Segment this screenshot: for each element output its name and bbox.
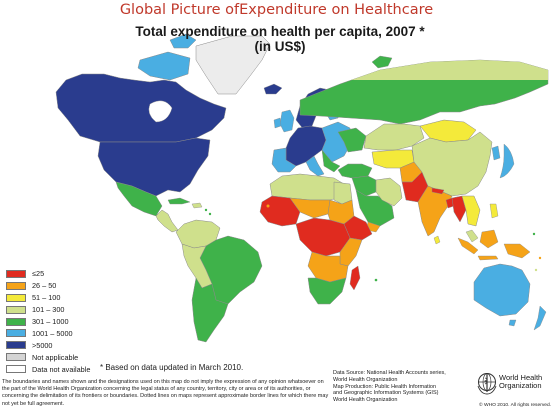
caribbean-island-dot — [204, 208, 208, 212]
data-source: Data Source: National Health Accounts se… — [333, 370, 473, 404]
middle-east-region — [351, 175, 377, 197]
legend-label: Not applicable — [32, 352, 79, 362]
central-america-region — [155, 209, 179, 233]
indochina-region — [461, 195, 481, 227]
cuba-island — [167, 197, 191, 205]
legend-swatch — [6, 317, 26, 326]
united-states-region — [97, 137, 211, 197]
new-guinea-island — [503, 243, 531, 259]
italy-region — [305, 155, 325, 177]
legend-item: Not applicable — [6, 351, 104, 363]
legend-swatch — [6, 293, 26, 302]
australia-region — [473, 263, 531, 317]
legend-swatch — [6, 353, 26, 362]
who-name-line1: World Health — [499, 373, 543, 382]
legend-swatch — [6, 305, 26, 314]
legend-label: 301 – 1000 — [32, 317, 69, 326]
arabia-region — [355, 189, 395, 227]
pacific-island-dot — [538, 256, 542, 260]
legend-item: 51 – 100 — [6, 292, 104, 304]
legend-label: >5000 — [32, 340, 53, 350]
legend-label: 1001 – 5000 — [32, 328, 73, 338]
sri-lanka-island — [433, 235, 441, 245]
turkey-region — [337, 163, 373, 179]
data-source-line: World Health Organization — [333, 397, 398, 404]
arctic-island-small — [169, 33, 197, 49]
legend-swatch — [6, 281, 26, 290]
myanmar-region — [451, 195, 467, 223]
who-emblem-icon — [477, 373, 497, 395]
map-title-line2: (in US$) — [254, 39, 306, 54]
legend-label: 26 – 50 — [32, 281, 57, 291]
southern-africa-upper-region — [307, 251, 349, 283]
greenland-region — [195, 35, 271, 95]
who-logo: World Health Organization — [476, 372, 552, 412]
copyright-notice: © WHO 2010. All rights reserved. — [479, 403, 552, 408]
legend-item: 1001 – 5000 — [6, 327, 104, 339]
balkans-region — [321, 149, 341, 173]
data-source-line: and Geographic Information Systems (GIS) — [333, 390, 439, 397]
legend-item: 26 – 50 — [6, 280, 104, 292]
legend-swatch — [6, 329, 26, 338]
iceland-island — [263, 83, 283, 95]
atlantic-island-dot — [266, 204, 270, 208]
legend-item: 101 – 300 — [6, 304, 104, 316]
hudson-bay — [148, 100, 173, 123]
ukraine-region — [337, 127, 367, 153]
legend-item: ≤25 — [6, 268, 104, 280]
western-europe-region — [285, 125, 327, 167]
data-source-line: Data Source: National Health Accounts se… — [333, 370, 446, 376]
iberia-region — [271, 147, 297, 173]
legend-item: Data not available — [6, 363, 104, 375]
korea-japan-region — [491, 145, 501, 161]
pacific-island-dot — [532, 232, 536, 236]
legend-swatch — [6, 365, 26, 374]
legend-label: ≤25 — [32, 269, 45, 279]
uk-island — [279, 109, 295, 133]
pacific-island-dot — [534, 268, 538, 272]
footnote: * Based on data updated in March 2010. — [100, 363, 244, 372]
hispaniola-island — [191, 202, 203, 209]
china-region — [411, 131, 493, 197]
slide-title: Global Picture ofExpenditure on Healthca… — [119, 2, 434, 18]
disclaimer-text: The boundaries and names shown and the d… — [2, 379, 329, 407]
legend-label: Data not available — [32, 364, 91, 374]
malaysia-region — [465, 229, 479, 243]
russia-northern-area — [300, 60, 548, 80]
caribbean-island-dot — [208, 212, 212, 216]
map-title-line1: Total expenditure on health per capita, … — [135, 24, 425, 39]
legend-swatch — [6, 269, 26, 278]
java-island — [477, 255, 499, 261]
madagascar-island — [349, 265, 361, 291]
novaya-zemlya-island — [371, 55, 393, 69]
indonesia-sumatra-island — [457, 237, 479, 255]
legend-item: 301 – 1000 — [6, 316, 104, 328]
legend-label: 101 – 300 — [32, 305, 65, 315]
kazakhstan-region — [363, 123, 425, 151]
data-source-line: World Health Organization — [333, 376, 398, 383]
legend-swatch — [6, 341, 26, 350]
canada-region — [55, 73, 227, 143]
who-name: World Health Organization — [499, 373, 543, 391]
indian-ocean-island-dot — [374, 278, 378, 282]
legend: ≤25 26 – 50 51 – 100 101 – 300 301 – 1000 100… — [6, 268, 104, 375]
southern-africa-region — [307, 277, 347, 305]
borneo-island — [479, 229, 499, 249]
arctic-islands-canada — [137, 51, 191, 81]
ireland-island — [273, 117, 282, 129]
philippines-island — [489, 203, 499, 219]
egypt-region — [333, 181, 353, 205]
legend-item: >5000 — [6, 339, 104, 351]
legend-label: 51 – 100 — [32, 293, 61, 303]
iran-region — [375, 177, 403, 207]
new-zealand-island — [533, 305, 547, 331]
tasmania-island — [508, 319, 517, 327]
who-name-line2: Organization — [499, 381, 542, 391]
nepal-region — [431, 187, 445, 195]
southern-cone-region — [191, 277, 229, 343]
map-title: Total expenditure on health per capita, … — [120, 24, 440, 54]
data-source-line: Map Production: Public Health Informatio… — [333, 383, 437, 390]
japan-island — [499, 143, 515, 179]
